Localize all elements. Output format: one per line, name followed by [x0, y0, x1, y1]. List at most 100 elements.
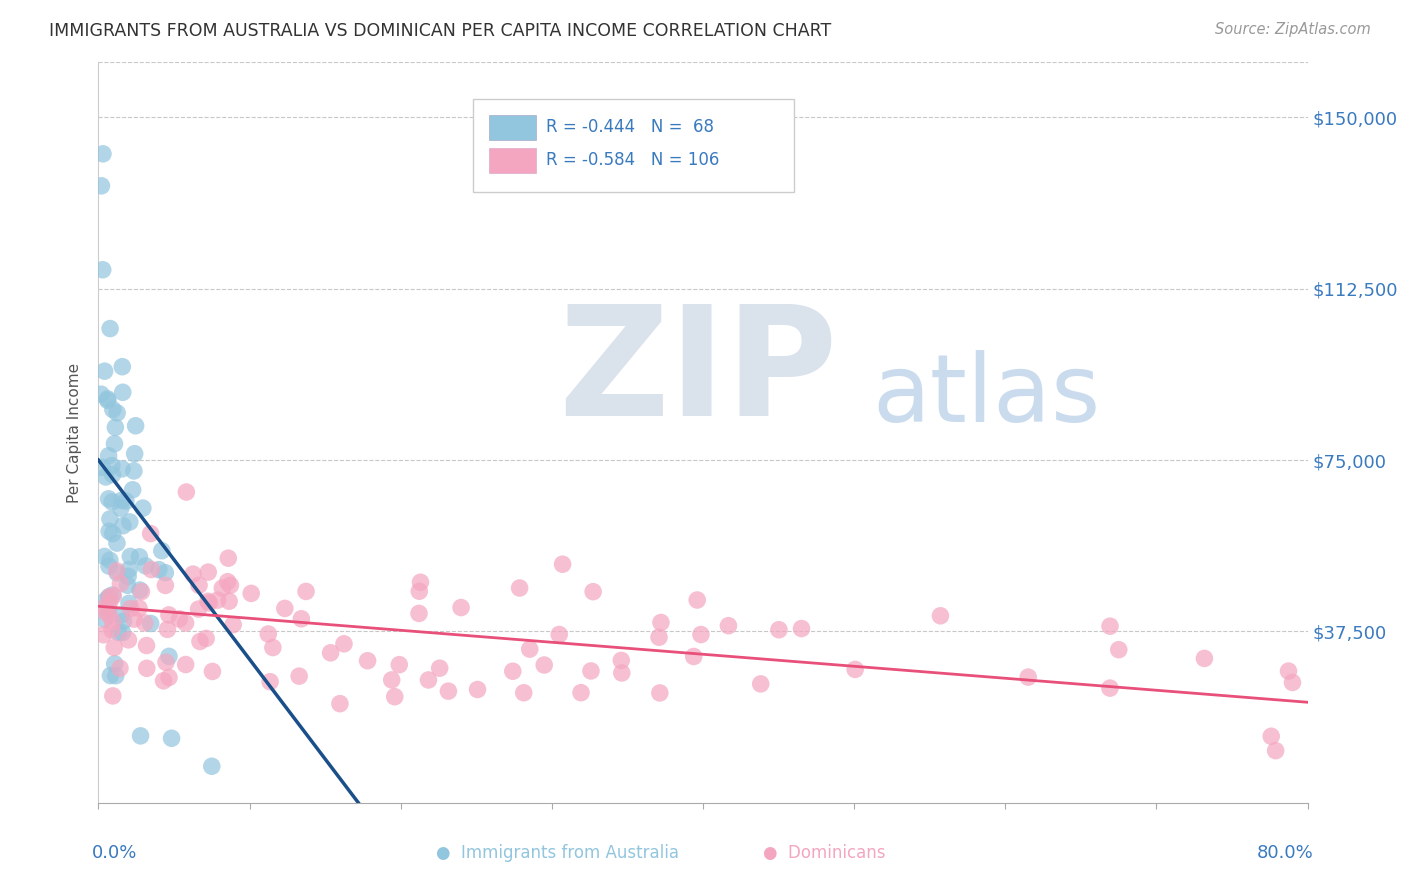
Point: [97, 590, 120, 604]
Point: [128, 549, 150, 564]
Point: [768, 623, 790, 637]
Point: [93, 628, 115, 642]
Point: [91, 146, 114, 161]
Text: atlas: atlas: [872, 350, 1101, 442]
Point: [101, 588, 124, 602]
Point: [207, 593, 229, 607]
Point: [107, 625, 129, 640]
Point: [384, 690, 406, 704]
FancyBboxPatch shape: [474, 99, 793, 192]
Point: [160, 731, 183, 746]
Point: [533, 658, 555, 673]
Point: [388, 657, 411, 672]
Point: [101, 402, 124, 417]
Point: [110, 501, 132, 516]
Point: [134, 615, 156, 630]
Point: [96, 392, 118, 406]
Point: [135, 639, 157, 653]
Point: [105, 564, 128, 578]
Point: [513, 686, 536, 700]
Point: [103, 589, 125, 603]
Point: [381, 673, 404, 687]
Point: [98, 524, 121, 539]
Point: [117, 569, 139, 583]
FancyBboxPatch shape: [489, 148, 536, 173]
Point: [329, 697, 352, 711]
Text: ZIP: ZIP: [558, 299, 838, 448]
Point: [686, 593, 709, 607]
Point: [97, 393, 120, 408]
Point: [259, 674, 281, 689]
Point: [120, 601, 142, 615]
Point: [217, 551, 239, 566]
Point: [201, 665, 224, 679]
Point: [1098, 681, 1121, 695]
Point: [174, 657, 197, 672]
Point: [181, 567, 204, 582]
Point: [91, 460, 114, 475]
Point: [195, 632, 218, 646]
Point: [1264, 744, 1286, 758]
Point: [1194, 651, 1216, 665]
Point: [437, 684, 460, 698]
Point: [152, 673, 174, 688]
Point: [1260, 729, 1282, 743]
Point: [118, 515, 141, 529]
Point: [98, 590, 121, 604]
Point: [101, 458, 124, 473]
Point: [1108, 642, 1130, 657]
Point: [156, 623, 179, 637]
Text: 80.0%: 80.0%: [1257, 844, 1313, 862]
Point: [118, 596, 141, 610]
FancyBboxPatch shape: [489, 115, 536, 140]
Point: [290, 612, 312, 626]
Point: [929, 608, 952, 623]
Point: [110, 608, 132, 623]
Point: [197, 565, 219, 579]
Point: [201, 759, 224, 773]
Point: [211, 581, 233, 595]
Point: [110, 576, 132, 591]
Point: [103, 640, 125, 655]
Point: [111, 518, 134, 533]
Point: [132, 501, 155, 516]
Point: [356, 654, 378, 668]
Point: [111, 359, 134, 374]
Point: [1017, 670, 1039, 684]
Point: [98, 608, 121, 623]
Point: [104, 657, 127, 671]
Point: [148, 563, 170, 577]
Point: [105, 536, 128, 550]
Y-axis label: Per Capita Income: Per Capita Income: [67, 362, 83, 503]
Point: [274, 601, 297, 615]
Text: R = -0.584   N = 106: R = -0.584 N = 106: [546, 151, 720, 169]
Point: [150, 543, 173, 558]
Point: [155, 566, 177, 580]
Point: [111, 462, 134, 476]
Point: [418, 673, 440, 687]
Point: [135, 661, 157, 675]
Point: [104, 669, 127, 683]
Point: [682, 649, 704, 664]
Point: [97, 449, 120, 463]
Point: [155, 578, 177, 592]
Point: [295, 584, 318, 599]
Point: [94, 600, 117, 615]
Point: [240, 586, 263, 600]
Point: [198, 596, 221, 610]
Point: [103, 436, 125, 450]
Point: [90, 387, 112, 401]
Point: [262, 640, 284, 655]
Point: [187, 602, 209, 616]
Point: [122, 464, 145, 478]
Point: [97, 491, 120, 506]
Point: [548, 627, 571, 641]
Point: [104, 420, 127, 434]
Point: [157, 670, 180, 684]
Point: [502, 665, 524, 679]
Point: [582, 584, 605, 599]
Point: [509, 581, 531, 595]
Point: [1098, 619, 1121, 633]
Point: [98, 512, 121, 526]
Point: [467, 682, 489, 697]
